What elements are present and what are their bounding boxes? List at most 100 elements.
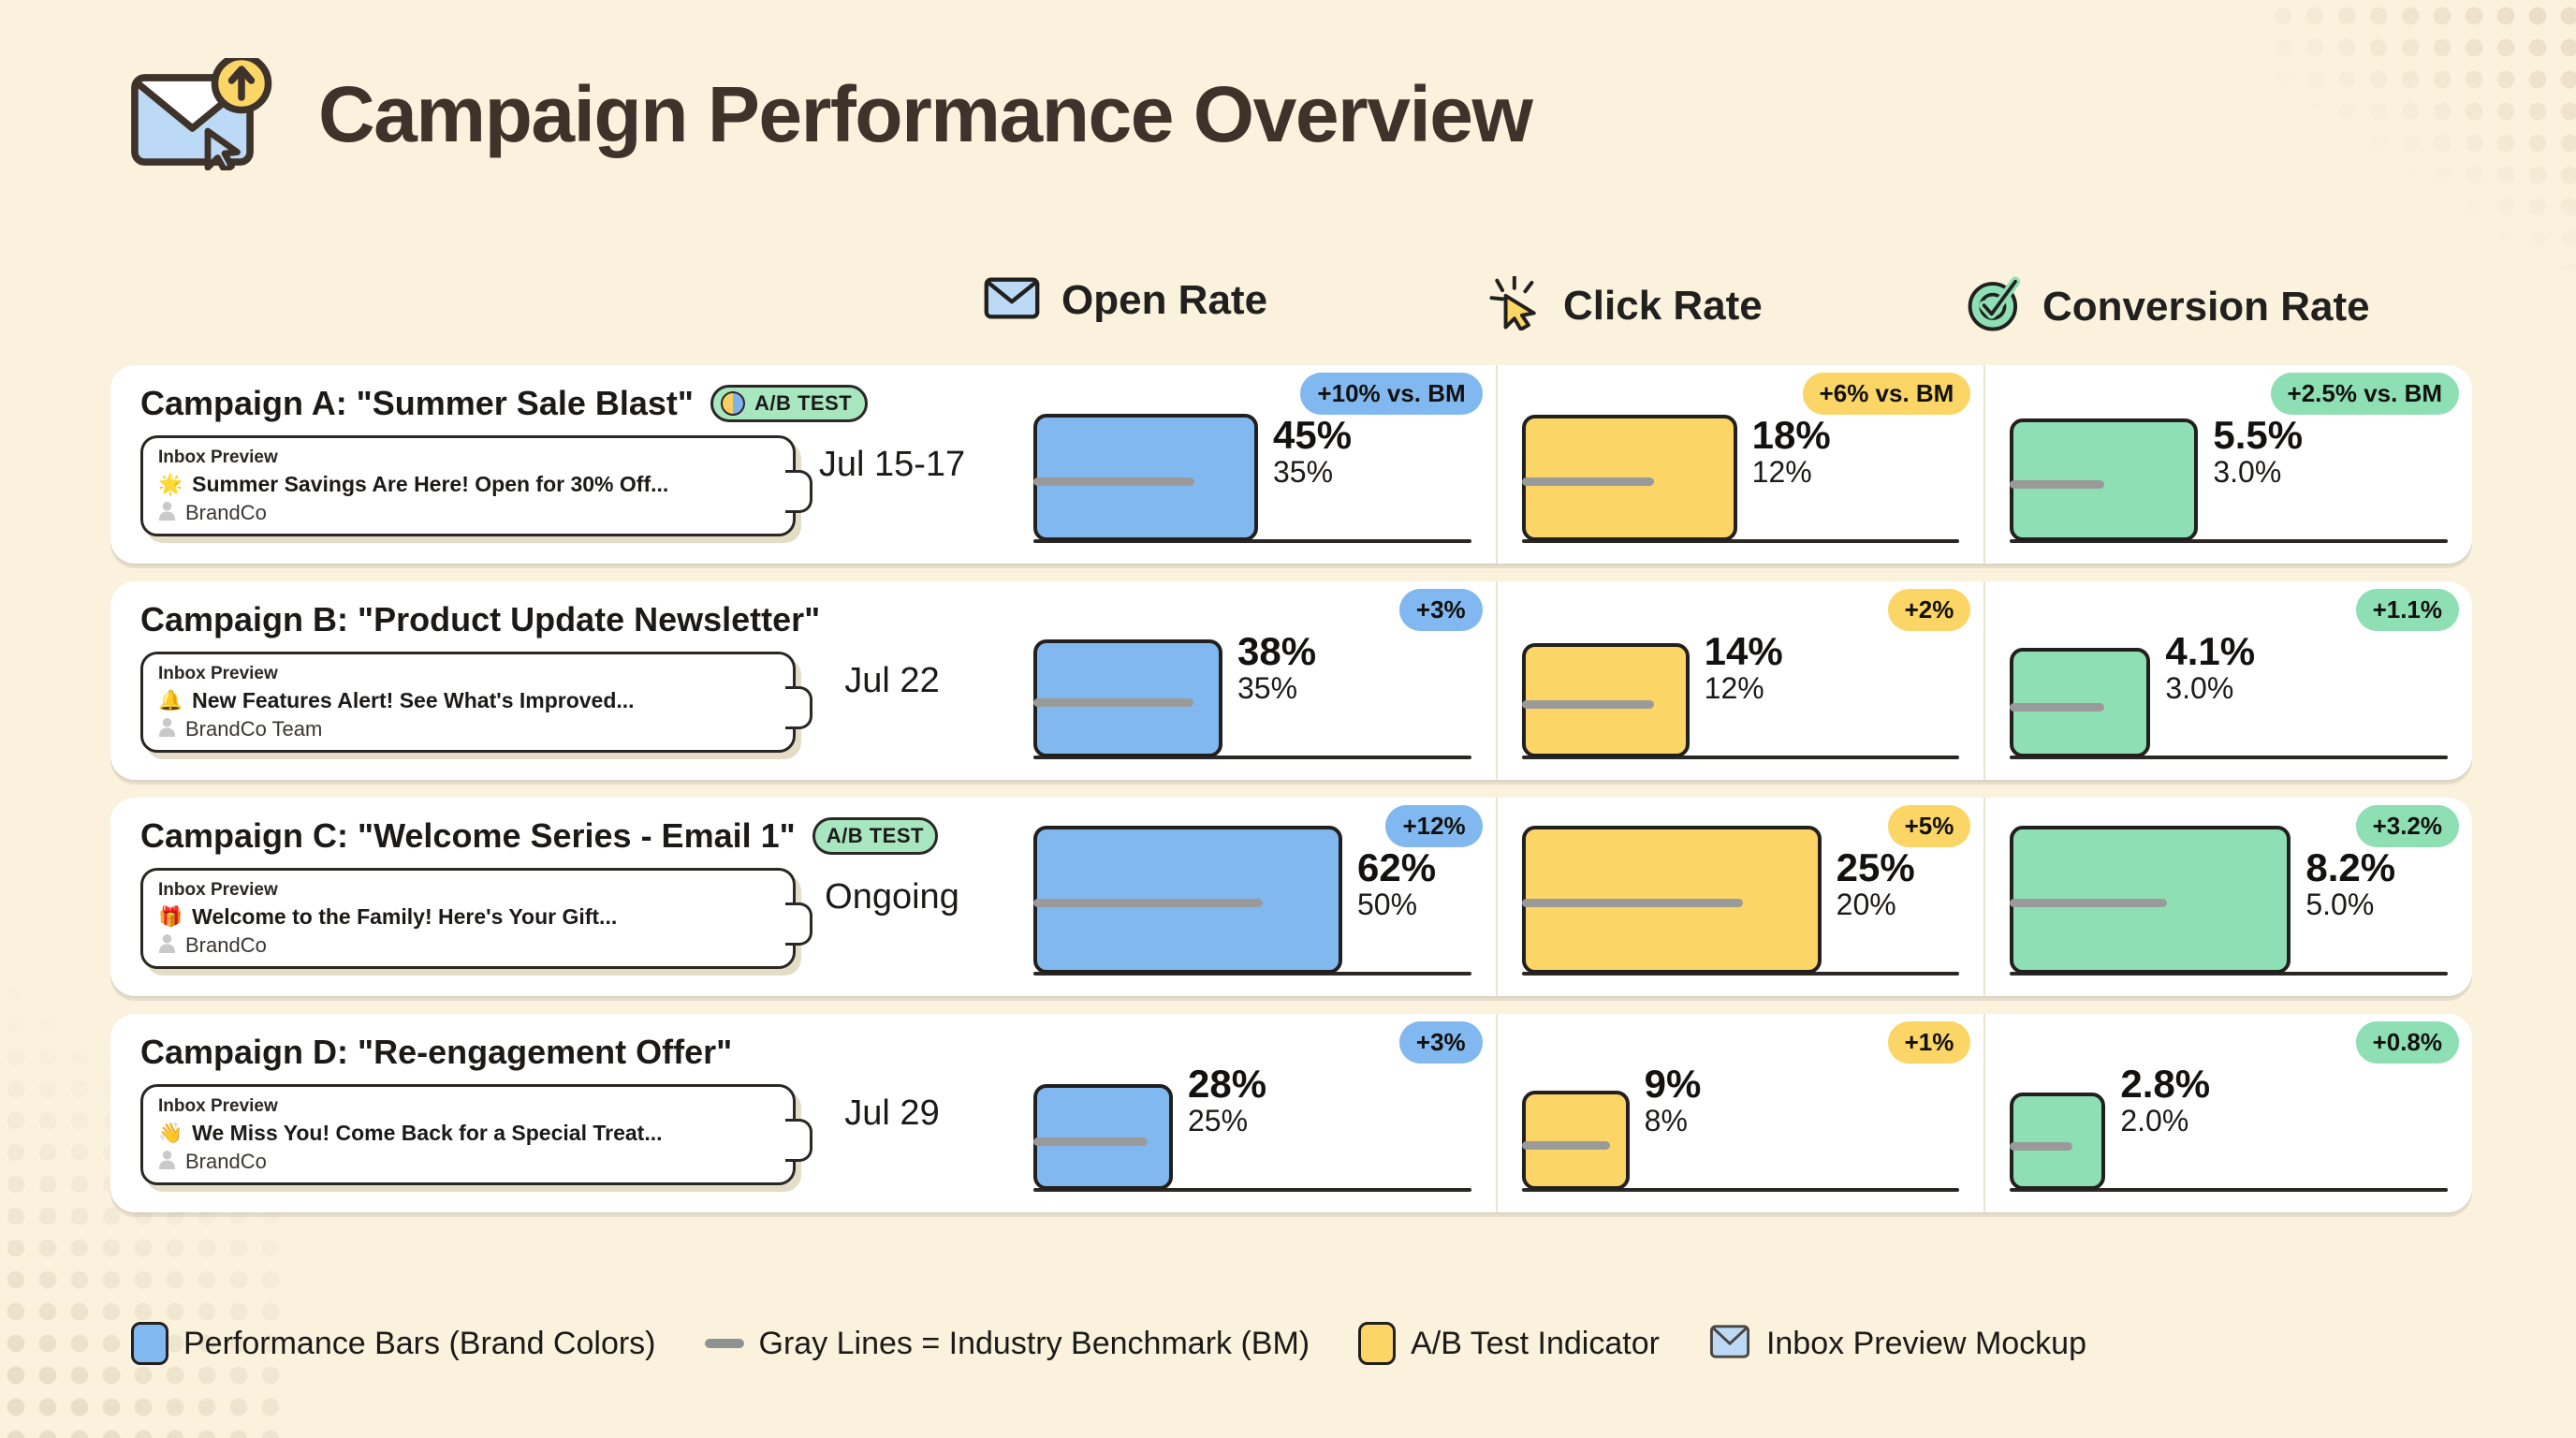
envelope-icon	[1708, 1324, 1751, 1364]
baseline-rule	[1033, 539, 1471, 543]
delta-badge: +2%	[1887, 589, 1971, 631]
baseline-rule	[2010, 756, 2449, 759]
campaign-row[interactable]: Campaign C: "Welcome Series - Email 1" A/…	[110, 798, 2472, 996]
legend-label: Performance Bars (Brand Colors)	[183, 1325, 656, 1361]
baseline-rule	[1521, 539, 1960, 543]
ab-test-label: A/B TEST	[754, 391, 853, 415]
baseline-rule	[2010, 1188, 2449, 1192]
metric-value: 2.8%	[2120, 1061, 2211, 1106]
legend-item: Inbox Preview Mockup	[1708, 1324, 2086, 1364]
inbox-sender: BrandCo	[185, 933, 267, 957]
avatar	[158, 717, 176, 741]
page-title: Campaign Performance Overview	[318, 69, 1533, 158]
metric-cell-open: 28% 25% +3%	[1009, 1014, 1496, 1212]
campaign-info: Campaign A: "Summer Sale Blast" A/B TEST I…	[140, 379, 880, 536]
baseline-rule	[1033, 1188, 1471, 1192]
performance-bar[interactable]	[1033, 826, 1342, 974]
performance-bar[interactable]	[1521, 1091, 1630, 1190]
metric-values: 2.8% 2.0%	[2120, 1061, 2211, 1137]
performance-bar[interactable]	[1521, 826, 1822, 974]
metric-cells: 38% 35% +3% 14% 12% +2% 4.1% 3.0% +1.1%	[1009, 581, 2472, 780]
ab-test-badge[interactable]: A/B TEST	[710, 385, 869, 422]
inbox-preview-mockup[interactable]: Inbox Preview 👋 We Miss You! Come Back for…	[140, 1084, 812, 1185]
ab-test-label: A/B TEST	[826, 824, 924, 847]
column-header-label: Open Rate	[1061, 277, 1268, 323]
metric-cells: 45% 35% +10% vs. BM 18% 12% +6% vs. BM 5.5% 3.0…	[1009, 365, 2472, 564]
metric-benchmark: 50%	[1357, 887, 1418, 921]
benchmark-line	[1521, 1141, 1610, 1150]
metric-values: 38% 35%	[1237, 628, 1317, 705]
performance-bar[interactable]	[2010, 648, 2151, 757]
delta-badge: +5%	[1887, 805, 1971, 847]
metric-cell-open: 62% 50% +12%	[1009, 798, 1496, 996]
ab-test-badge[interactable]: A/B TEST	[812, 817, 938, 855]
metric-cell-conversion: 2.8% 2.0% +0.8%	[1983, 1014, 2472, 1212]
baseline-rule	[1521, 1188, 1960, 1192]
metric-value: 45%	[1273, 412, 1353, 457]
performance-bar[interactable]	[2010, 826, 2291, 974]
inbox-subject: New Features Alert! See What's Improved.…	[192, 688, 635, 712]
delta-badge: +1%	[1887, 1021, 1971, 1064]
metric-values: 5.5% 3.0%	[2213, 412, 2304, 489]
column-header-conversion-rate: Conversion Rate	[1966, 276, 2370, 337]
column-header-click-rate: Click Rate	[1488, 275, 1763, 335]
metric-benchmark: 2.0%	[2120, 1103, 2189, 1137]
campaign-rows: Campaign A: "Summer Sale Blast" A/B TEST I…	[110, 365, 2472, 1230]
campaign-info: Campaign B: "Product Update Newsletter" I…	[140, 595, 880, 753]
campaign-date: Jul 22	[844, 660, 940, 700]
metric-value: 62%	[1357, 844, 1437, 889]
metric-cell-conversion: 4.1% 3.0% +1.1%	[1983, 581, 2472, 780]
envelope-icon	[983, 276, 1041, 325]
decorative-dots-top-right	[2267, 0, 2576, 271]
inbox-preview-mockup[interactable]: Inbox Preview 🎁 Welcome to the Family! Her…	[140, 868, 812, 969]
delta-badge: +3%	[1398, 1021, 1483, 1064]
metric-cell-conversion: 8.2% 5.0% +3.2%	[1983, 798, 2472, 996]
column-header-label: Click Rate	[1563, 282, 1763, 329]
campaign-row[interactable]: Campaign B: "Product Update Newsletter" I…	[110, 581, 2472, 780]
envelope-upload-icon	[126, 52, 281, 174]
benchmark-line	[1033, 1137, 1148, 1146]
performance-bar[interactable]	[2010, 418, 2199, 541]
metric-cell-click: 9% 8% +1%	[1495, 1014, 1984, 1212]
metric-cell-conversion: 5.5% 3.0% +2.5% vs. BM	[1983, 365, 2472, 564]
performance-bar[interactable]	[1521, 415, 1737, 541]
metric-cell-click: 25% 20% +5%	[1495, 798, 1984, 996]
subject-emoji-icon: 🌟	[158, 474, 183, 495]
performance-bar[interactable]	[2010, 1093, 2106, 1190]
benchmark-line	[1033, 698, 1193, 707]
metric-value: 18%	[1751, 412, 1831, 457]
delta-badge: +3%	[1398, 589, 1483, 631]
campaign-row[interactable]: Campaign D: "Re-engagement Offer" Inbox P…	[110, 1014, 2472, 1212]
column-header-label: Conversion Rate	[2042, 283, 2370, 330]
metric-values: 45% 35%	[1273, 412, 1353, 489]
benchmark-line	[1521, 899, 1743, 907]
ab-split-circle-icon	[720, 391, 745, 416]
subject-emoji-icon: 👋	[158, 1123, 183, 1144]
metric-value: 5.5%	[2213, 412, 2304, 457]
performance-bar[interactable]	[1521, 643, 1690, 757]
metric-values: 4.1% 3.0%	[2165, 630, 2255, 705]
baseline-rule	[1521, 756, 1960, 759]
baseline-rule	[2010, 539, 2449, 543]
metric-value: 38%	[1237, 628, 1317, 673]
inbox-preview-mockup[interactable]: Inbox Preview 🌟 Summer Savings Are Here! O…	[140, 435, 812, 536]
performance-bar[interactable]	[1033, 1084, 1173, 1190]
metric-cell-open: 38% 35% +3%	[1009, 581, 1496, 780]
performance-bar[interactable]	[1033, 639, 1222, 757]
delta-badge: +12%	[1385, 805, 1483, 847]
inbox-preview-mockup[interactable]: Inbox Preview 🔔 New Features Alert! See Wh…	[140, 652, 812, 753]
baseline-rule	[2010, 972, 2449, 976]
metric-benchmark: 25%	[1188, 1103, 1249, 1137]
benchmark-line	[2010, 703, 2105, 712]
metric-values: 9% 8%	[1645, 1063, 1702, 1137]
metric-benchmark: 35%	[1273, 454, 1334, 489]
performance-bar[interactable]	[1033, 414, 1258, 541]
target-check-icon	[1966, 276, 2022, 337]
inbox-sender: BrandCo	[185, 501, 267, 524]
benchmark-line	[1521, 700, 1654, 709]
delta-badge: +10% vs. BM	[1300, 373, 1483, 415]
inbox-preview-label: Inbox Preview	[158, 1096, 278, 1116]
campaign-row[interactable]: Campaign A: "Summer Sale Blast" A/B TEST I…	[110, 365, 2472, 564]
campaign-title: Campaign A: "Summer Sale Blast"	[140, 384, 694, 422]
campaign-date: Jul 15-17	[818, 444, 966, 484]
